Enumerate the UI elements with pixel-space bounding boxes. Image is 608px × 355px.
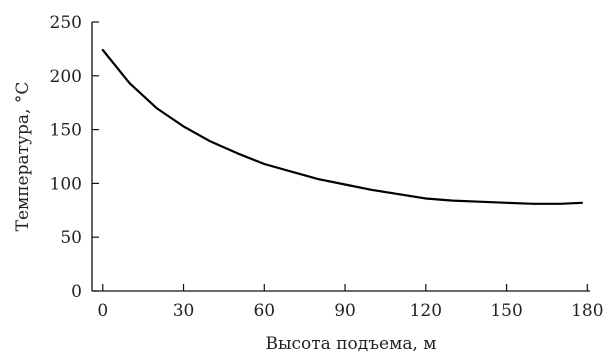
y-ticks: 0 50 100 150 200 250 — [50, 13, 99, 302]
x-tick-label: 30 — [173, 301, 195, 321]
x-tick-label: 180 — [571, 301, 603, 321]
x-tick-label: 60 — [253, 301, 275, 321]
y-tick-label: 100 — [50, 174, 82, 194]
x-ticks: 0 30 60 90 120 150 180 — [97, 284, 604, 321]
chart-axes — [91, 22, 590, 292]
y-tick-label: 0 — [71, 282, 82, 302]
series-group — [101, 48, 583, 205]
y-tick-label: 50 — [60, 228, 82, 248]
x-axis-label: Высота подъема, м — [265, 334, 436, 354]
x-tick-label: 120 — [410, 301, 442, 321]
y-axis-label: Температура, °С — [13, 82, 33, 232]
x-tick-label: 0 — [97, 301, 108, 321]
x-tick-label: 150 — [490, 301, 522, 321]
y-tick-label: 200 — [50, 67, 82, 87]
temperature-series-line — [101, 48, 583, 205]
y-tick-label: 250 — [50, 13, 82, 33]
y-tick-label: 150 — [50, 121, 82, 141]
x-tick-label: 90 — [334, 301, 356, 321]
